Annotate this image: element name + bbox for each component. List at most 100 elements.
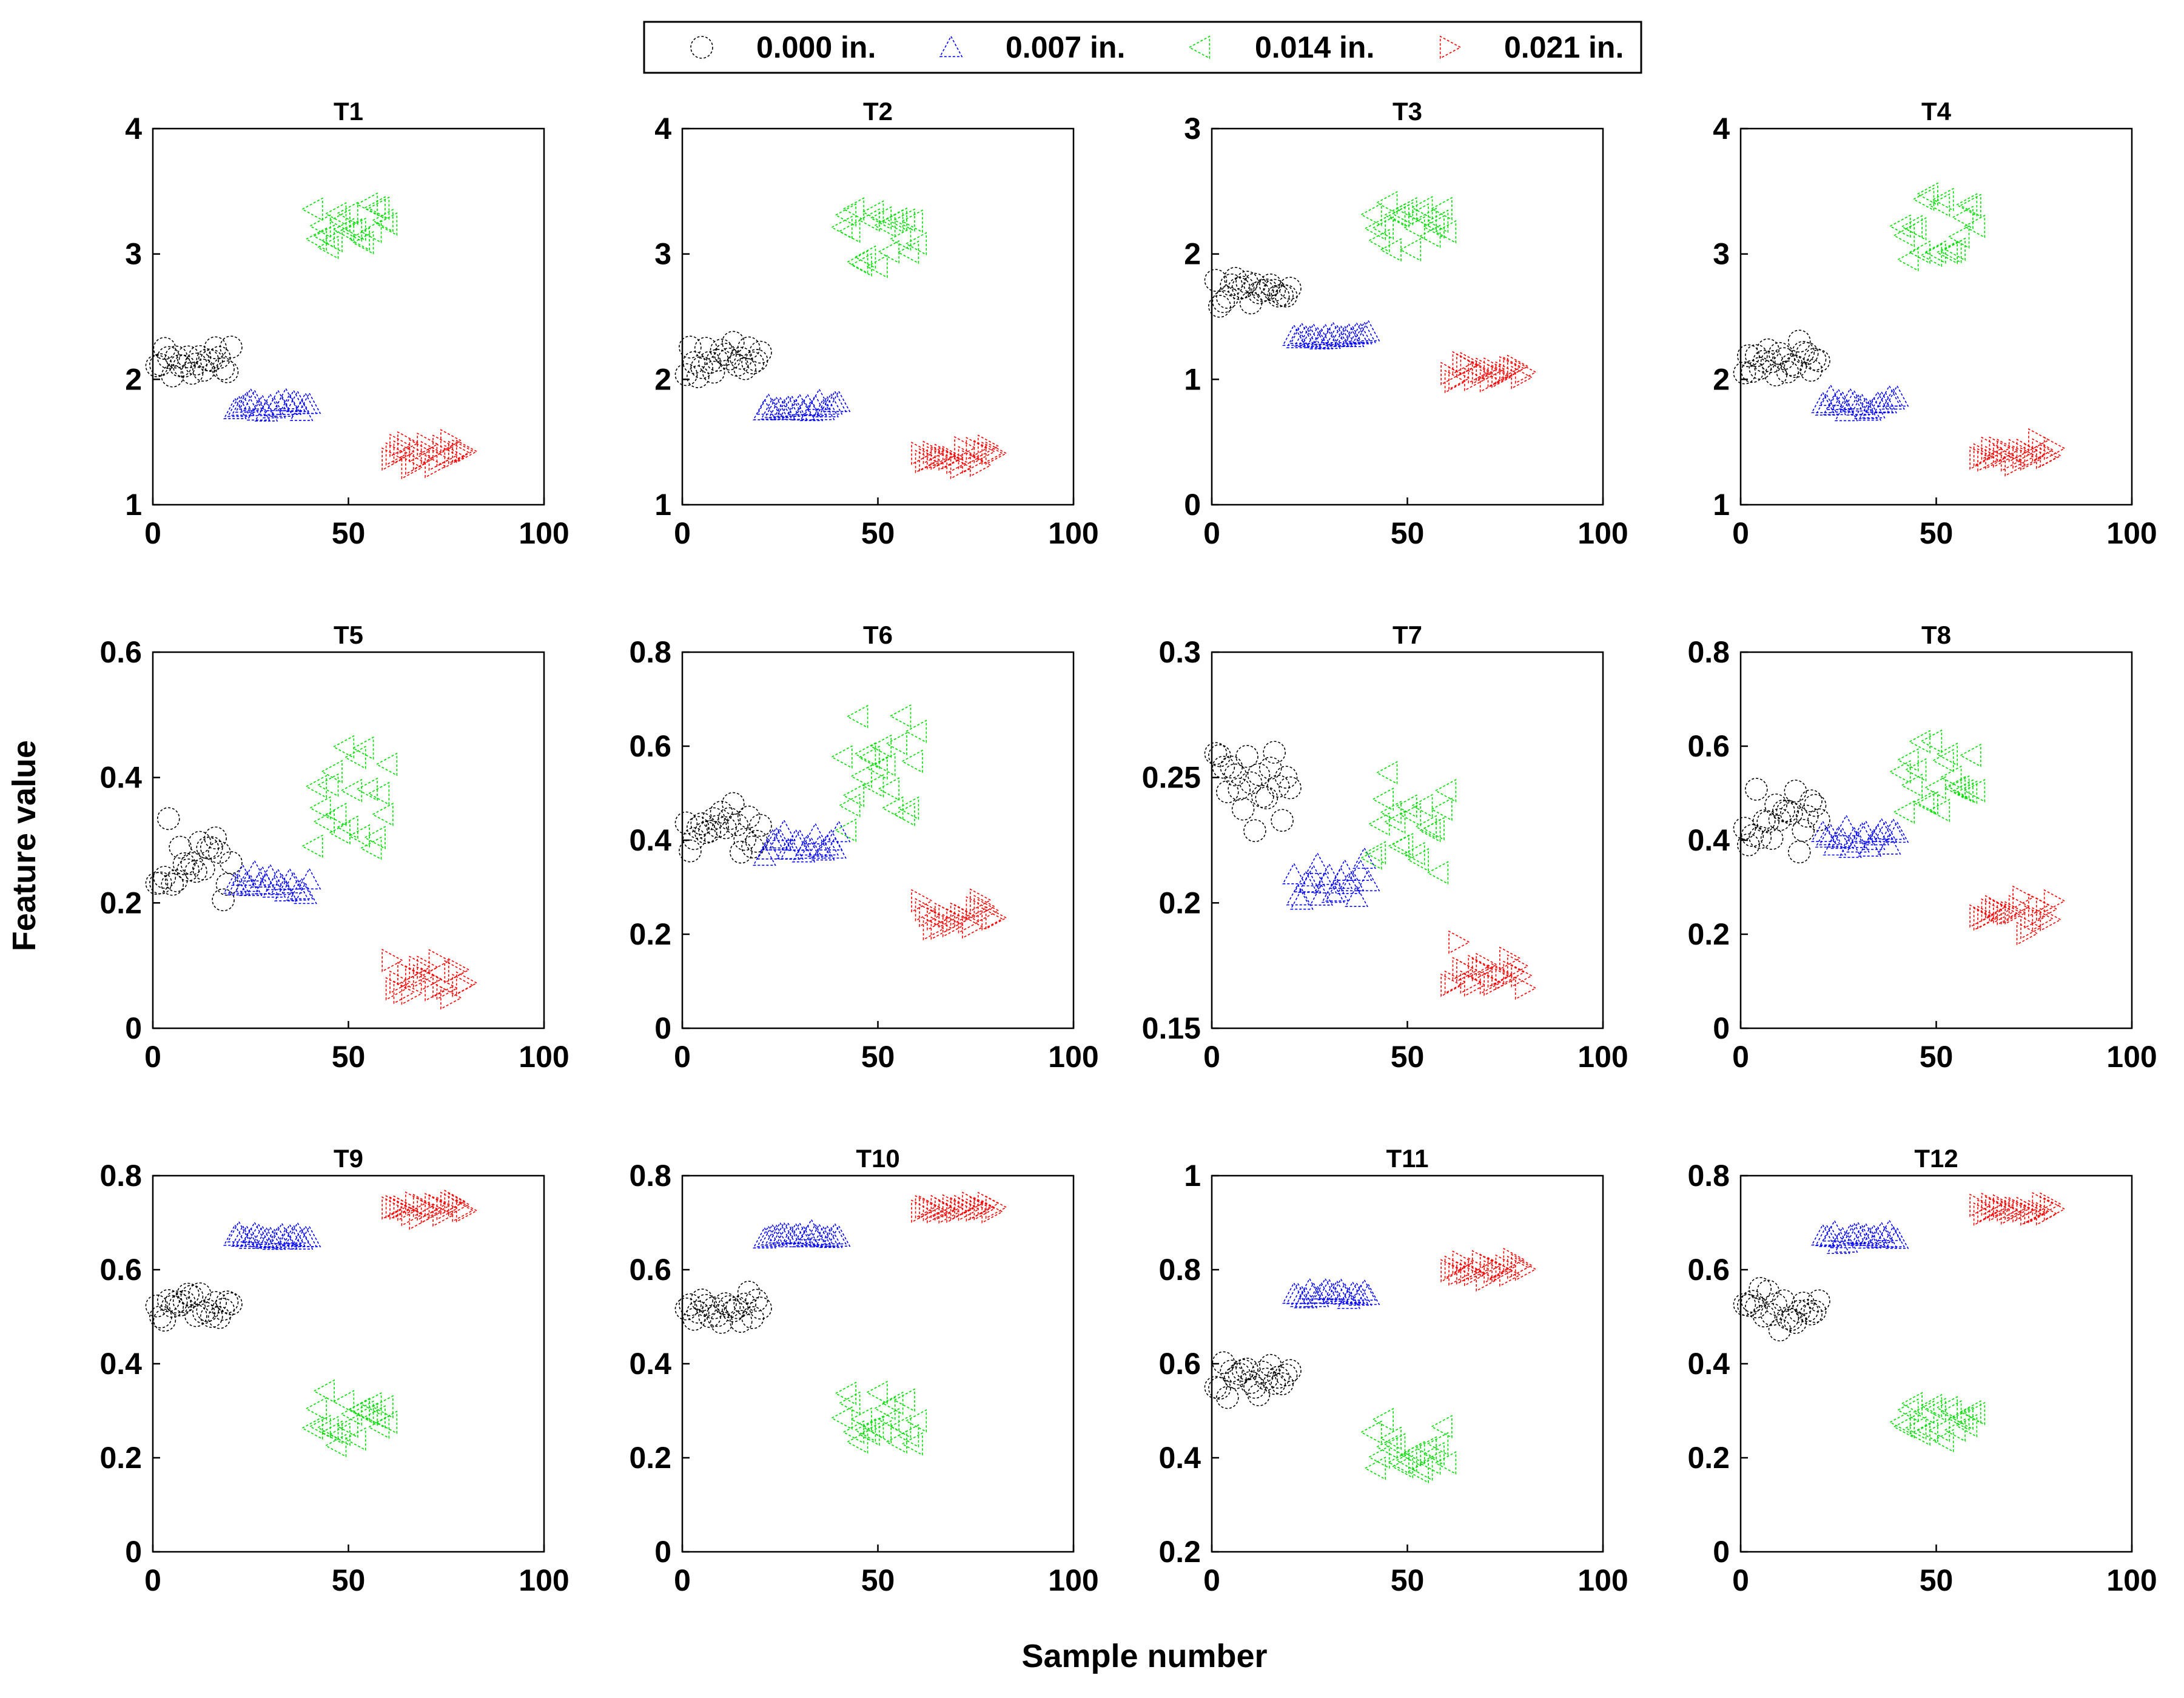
y-tick-label: 0.8 (99, 1159, 142, 1193)
data-point (799, 837, 824, 859)
data-point (1426, 209, 1449, 234)
data-point (1263, 1372, 1286, 1395)
data-point (1807, 1289, 1830, 1313)
data-point (156, 1289, 180, 1312)
data-point (1434, 779, 1457, 803)
data-point (452, 439, 474, 463)
data-point (1255, 786, 1278, 810)
data-point (1444, 970, 1467, 994)
data-point (745, 830, 768, 853)
data-point (1969, 904, 1992, 928)
data-point (1411, 1457, 1433, 1481)
data-point (436, 443, 459, 467)
data-point (772, 819, 796, 841)
panel-title-t8: T8 (1921, 621, 1951, 649)
data-point (184, 352, 207, 376)
data-point (1294, 325, 1318, 347)
data-point (1866, 823, 1890, 846)
data-point (885, 207, 907, 231)
data-point (188, 1282, 212, 1306)
data-point (741, 1306, 764, 1329)
data-point (893, 208, 915, 232)
data-point (1204, 269, 1228, 292)
data-point (281, 871, 306, 894)
data-point (184, 860, 207, 883)
data-point (938, 904, 961, 928)
series-0-021-in (1440, 930, 1537, 1000)
y-tick-label: 3 (654, 237, 671, 271)
data-point (1391, 201, 1414, 226)
series-0-007-in (1282, 847, 1380, 910)
data-point (409, 1206, 431, 1230)
data-point (1294, 871, 1318, 892)
data-point (1456, 958, 1478, 983)
data-point (1973, 1202, 1995, 1226)
data-point (1803, 348, 1827, 371)
x-tick-label: 0 (144, 1040, 161, 1074)
data-point (1803, 1300, 1827, 1323)
panel-title-t1: T1 (334, 97, 363, 126)
data-point (1850, 393, 1874, 415)
data-point (313, 810, 335, 834)
data-point (385, 977, 408, 1001)
axes-box-t12 (1739, 1174, 2133, 1553)
series-0-014-in (830, 197, 927, 278)
x-tick-label: 100 (1578, 1563, 1628, 1597)
data-point (1464, 368, 1486, 391)
data-point (1228, 778, 1251, 801)
data-point (348, 824, 370, 848)
data-point (1985, 446, 2007, 470)
data-point (405, 1191, 427, 1215)
data-point (1208, 295, 1231, 318)
y-tick-label: 2 (654, 362, 671, 396)
data-point (1842, 1222, 1866, 1244)
data-point (1985, 1196, 2007, 1220)
data-point (915, 450, 937, 474)
y-tick-label: 0 (125, 1535, 142, 1569)
y-tick-label: 0.2 (629, 1441, 671, 1475)
data-point (1981, 898, 2003, 922)
data-point (915, 1194, 937, 1219)
data-point (266, 868, 290, 891)
data-point (169, 835, 192, 859)
data-point (250, 1225, 274, 1247)
data-point (1391, 832, 1414, 857)
data-point (1811, 391, 1835, 414)
data-point (698, 351, 721, 374)
data-point (1780, 353, 1803, 377)
data-point (1266, 775, 1290, 798)
data-point (1928, 1418, 1950, 1443)
data-point (425, 454, 447, 479)
data-point (428, 949, 451, 973)
data-point (1507, 954, 1529, 978)
data-point (317, 1415, 339, 1440)
data-point (324, 803, 347, 826)
data-point (1920, 729, 1943, 753)
y-tick-label: 3 (125, 237, 142, 271)
data-point (827, 820, 851, 843)
data-point (1901, 215, 1923, 239)
data-point (1479, 1253, 1502, 1278)
data-point (737, 336, 761, 360)
data-point (850, 1407, 872, 1431)
data-point (375, 752, 398, 777)
data-point (1815, 1224, 1839, 1247)
data-point (153, 866, 176, 889)
data-point (1223, 763, 1247, 787)
data-point (1452, 957, 1474, 981)
data-point (258, 393, 282, 415)
data-point (1893, 1415, 1915, 1439)
data-point (1866, 391, 1890, 413)
data-point (348, 1397, 370, 1421)
data-point (830, 215, 853, 240)
data-point (2043, 1197, 2066, 1221)
data-point (1376, 761, 1398, 785)
y-tick-label: 3 (1713, 237, 1730, 271)
x-tick-label: 50 (861, 1563, 895, 1597)
series-0-000-in (674, 1281, 772, 1334)
data-point (973, 895, 996, 918)
data-point (1391, 1455, 1414, 1479)
data-point (1768, 342, 1792, 365)
series-0-000-in (145, 335, 243, 388)
data-point (204, 826, 227, 850)
